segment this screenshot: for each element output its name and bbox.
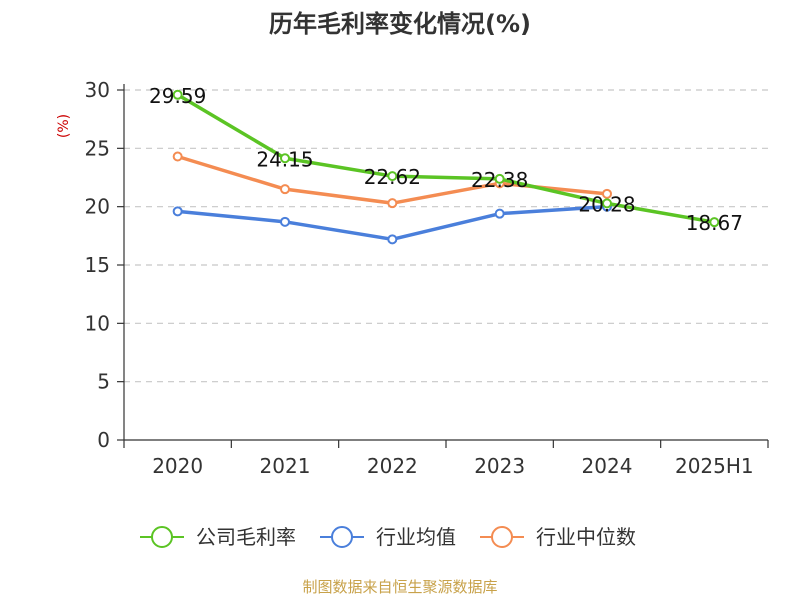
series-point [387,171,398,182]
series-point [602,188,612,199]
chart-title: 历年毛利率变化情况(%) [269,10,531,38]
x-tick-label: 2021 [260,454,311,478]
grid-lines [124,89,768,383]
legend-item: 行业中位数 [480,525,636,549]
x-tick-label: 2020 [152,454,203,478]
series-point [172,89,183,100]
y-tick-label: 15 [85,253,110,277]
data-label: 29.59 [149,84,206,108]
series-line [175,93,717,224]
legend-item: 行业均值 [320,525,456,549]
data-label: 24.15 [256,147,313,171]
source-note: 制图数据来自恒生聚源数据库 [302,578,497,596]
series-point [494,208,505,219]
y-tick-label: 10 [85,311,110,335]
series-point [602,198,612,209]
series-point [709,217,720,228]
data-label: 18.67 [686,211,743,235]
y-tick-label: 20 [85,195,110,219]
x-tick-label: 2024 [582,454,633,478]
legend-item: 公司毛利率 [140,525,296,549]
series-lines [172,89,720,245]
data-label: 20.28 [578,192,635,216]
data-label: 22.62 [364,165,421,189]
legend-marker [491,526,513,548]
y-tick-label: 25 [85,136,110,160]
series-point [172,151,183,162]
series-point [387,198,398,209]
y-tick-label: 30 [85,78,110,102]
series-point [172,206,183,217]
legend-label: 行业均值 [376,525,456,549]
series-point [494,173,505,184]
axes: 0 5 10 15 20 25 30 2020 2021 2022 2023 2024 2025H1 [85,78,769,478]
legend-label: 公司毛利率 [196,525,296,549]
x-tick-label: 2025H1 [675,454,754,478]
legend-marker [151,526,173,548]
data-labels: 29.59 24.15 22.62 22.38 20.28 18.67 [149,84,743,235]
data-label: 22.38 [471,168,528,192]
series-point [280,153,290,164]
series-point [280,216,290,227]
series-point [387,234,398,245]
y-tick-label: 5 [97,370,110,394]
legend-label: 行业中位数 [536,525,636,549]
legend-marker [331,526,353,548]
x-tick-label: 2023 [474,454,525,478]
series-point [280,184,290,195]
y-tick-label: 0 [97,428,110,452]
legend: 公司毛利率 行业均值 行业中位数 [140,525,636,549]
x-tick-label: 2022 [367,454,418,478]
y-axis-unit: (%) [56,114,72,138]
